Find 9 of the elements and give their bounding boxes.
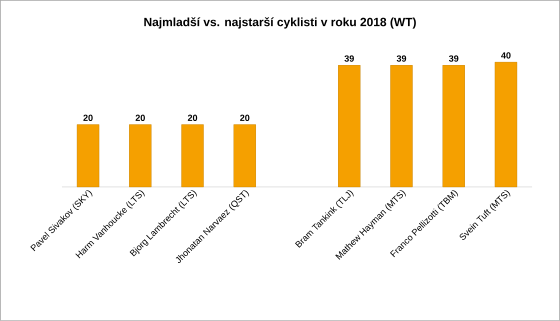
data-label: 20 (136, 114, 145, 122)
data-label: 20 (83, 114, 93, 122)
data-label: 20 (240, 114, 250, 122)
data-label: 40 (501, 52, 511, 59)
data-label: 39 (448, 55, 458, 62)
data-label: 39 (396, 55, 406, 62)
data-label: 20 (188, 114, 198, 122)
data-label: 39 (344, 55, 354, 62)
chart-title: Najmladší vs. najstarší cyklisti v roku 2018 (WT) (144, 17, 416, 29)
